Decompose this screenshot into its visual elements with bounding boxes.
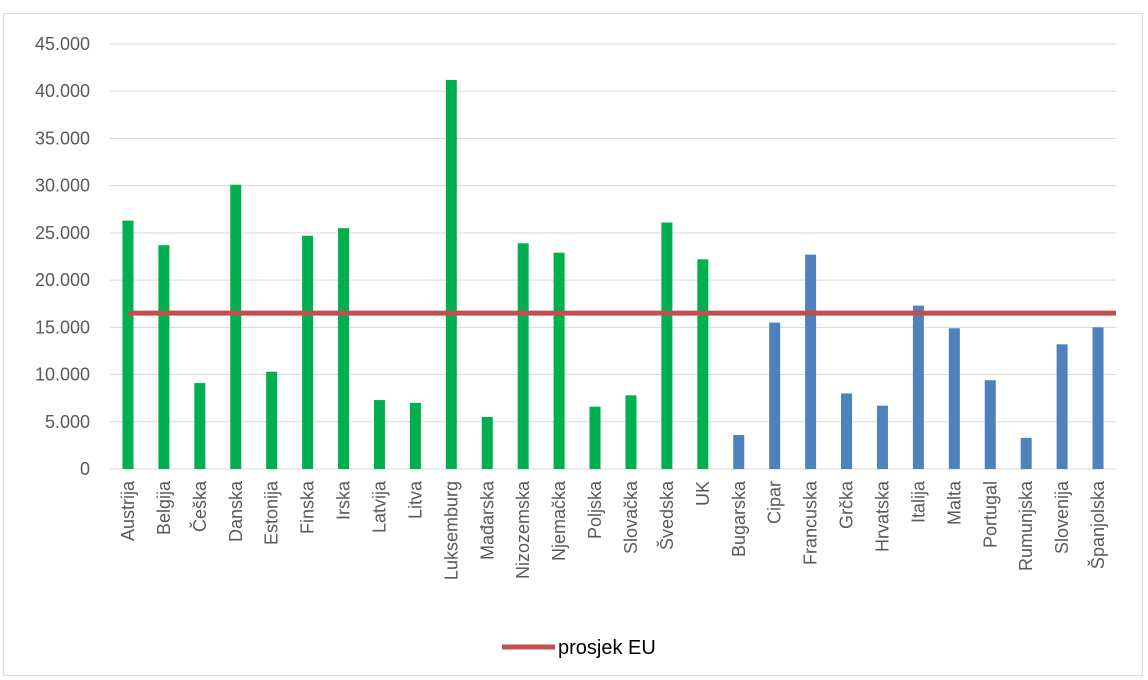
x-tick-label: Danska	[226, 480, 246, 542]
x-tick-label: Grčka	[837, 480, 857, 529]
y-tick-label: 25.000	[35, 223, 90, 243]
x-tick-label: Austrija	[118, 480, 138, 541]
bar-danska	[230, 184, 242, 469]
bar-litva	[409, 402, 421, 469]
x-tick-label: Nizozemska	[513, 480, 533, 579]
bar-belgija	[158, 245, 170, 469]
bar-nizozemska	[517, 243, 529, 469]
bar-bugarska	[733, 435, 745, 469]
bar-luksemburg	[445, 79, 457, 469]
x-tick-label: Italija	[908, 480, 928, 523]
x-axis-tick-labels: Austrija Belgija Češka Danska Estonija Finska…	[118, 480, 1108, 580]
bars	[122, 79, 1104, 469]
x-tick-label: Malta	[944, 480, 964, 525]
y-tick-label: 10.000	[35, 365, 90, 385]
bar-hrvatska	[876, 405, 888, 469]
bar-finska	[302, 235, 314, 469]
bar-cipar	[769, 322, 781, 469]
x-tick-label: Portugal	[980, 481, 1000, 548]
y-tick-label: 35.000	[35, 128, 90, 148]
gridlines	[110, 43, 1116, 470]
x-tick-label: Hrvatska	[872, 480, 892, 552]
x-tick-label: Cipar	[765, 481, 785, 524]
x-tick-label: Švedska	[656, 480, 677, 550]
x-tick-label: Mađarska	[477, 480, 497, 560]
y-tick-label: 30.000	[35, 176, 90, 196]
x-tick-label: Rumunjska	[1016, 480, 1036, 571]
bar-njemačka	[553, 252, 565, 469]
x-tick-label: UK	[693, 481, 713, 506]
legend: prosjek EU	[502, 637, 656, 659]
x-tick-label: Litva	[405, 480, 425, 519]
y-tick-label: 20.000	[35, 270, 90, 290]
x-tick-label: Estonija	[262, 480, 282, 545]
x-tick-label: Francuska	[801, 480, 821, 565]
bar-španjolska	[1092, 327, 1104, 469]
x-tick-label: Irska	[334, 480, 354, 520]
x-tick-label: Latvija	[369, 480, 389, 533]
legend-label-prosjek-eu: prosjek EU	[558, 637, 656, 659]
y-tick-label: 15.000	[35, 317, 90, 337]
bar-rumunjska	[1020, 437, 1032, 469]
bar-mađarska	[481, 417, 493, 469]
bar-estonija	[266, 371, 278, 469]
x-tick-label: Bugarska	[729, 480, 749, 557]
x-tick-label: Španjolska	[1087, 480, 1108, 569]
y-tick-label: 0	[80, 459, 90, 479]
x-tick-label: Belgija	[154, 480, 174, 535]
bar-češka	[194, 383, 206, 469]
y-tick-label: 5.000	[45, 412, 90, 432]
bar-švedska	[661, 222, 673, 469]
x-tick-label: Njemačka	[549, 480, 569, 561]
bar-portugal	[984, 380, 996, 469]
bar-francuska	[805, 254, 817, 469]
x-tick-label: Slovačka	[621, 480, 641, 554]
x-tick-label: Luksemburg	[441, 481, 461, 580]
x-tick-label: Češka	[189, 480, 210, 532]
bar-italija	[912, 305, 924, 469]
y-tick-label: 40.000	[35, 81, 90, 101]
bar-slovačka	[625, 395, 637, 469]
bar-poljska	[589, 406, 601, 469]
x-tick-label: Slovenija	[1052, 480, 1072, 554]
bar-austrija	[122, 220, 134, 469]
y-axis-tick-labels: 0 5.000 10.000 15.000 20.000 25.000 30.000 35.0…	[35, 34, 90, 479]
x-tick-label: Poljska	[585, 480, 605, 539]
x-tick-label: Finska	[298, 480, 318, 534]
y-tick-label: 45.000	[35, 34, 90, 54]
bar-latvija	[373, 400, 385, 469]
bar-uk	[697, 259, 709, 469]
bar-irska	[338, 228, 350, 469]
bar-slovenija	[1056, 344, 1068, 469]
bar-malta	[948, 328, 960, 469]
bar-grčka	[841, 393, 853, 469]
